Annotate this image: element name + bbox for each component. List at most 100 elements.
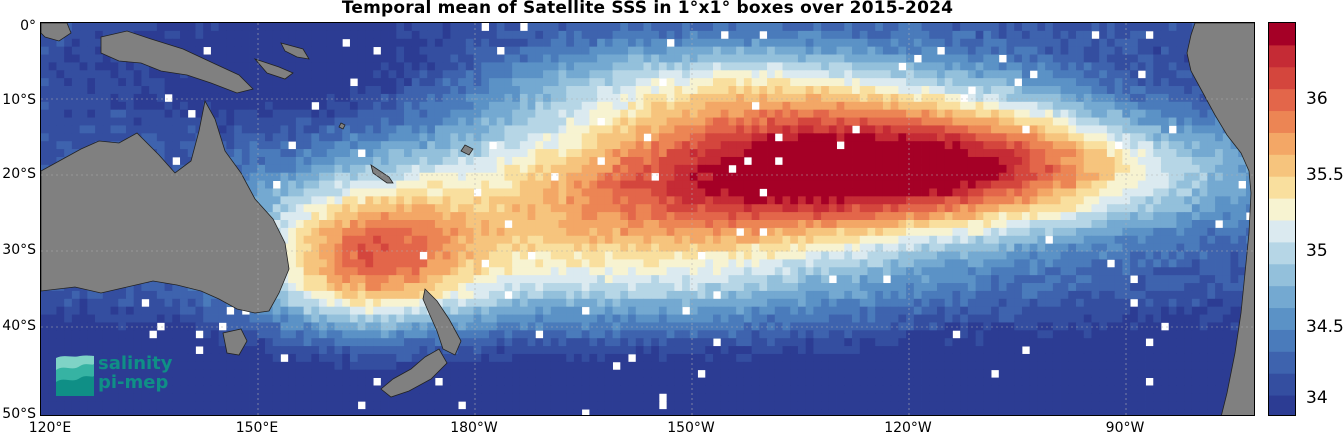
salinity-cell bbox=[705, 46, 714, 55]
salinity-cell bbox=[944, 188, 953, 197]
salinity-cell bbox=[643, 78, 652, 87]
salinity-cell bbox=[805, 93, 814, 103]
salinity-cell bbox=[434, 204, 444, 213]
salinity-cell bbox=[71, 30, 81, 40]
salinity-cell bbox=[952, 38, 961, 48]
salinity-cell bbox=[64, 117, 73, 126]
salinity-cell bbox=[906, 172, 915, 181]
salinity-cell bbox=[288, 259, 297, 268]
salinity-cell bbox=[782, 125, 791, 134]
salinity-cell bbox=[1168, 220, 1177, 229]
salinity-cell bbox=[674, 196, 683, 205]
salinity-cell bbox=[1199, 243, 1208, 252]
salinity-cell bbox=[651, 93, 660, 103]
salinity-cell bbox=[365, 109, 374, 118]
salinity-cell bbox=[64, 141, 73, 150]
salinity-cell bbox=[272, 172, 281, 181]
salinity-cell bbox=[272, 156, 281, 166]
salinity-cell bbox=[936, 243, 946, 252]
salinity-cell bbox=[64, 38, 73, 48]
salinity-cell bbox=[913, 133, 922, 142]
salinity-cell bbox=[573, 156, 583, 166]
salinity-cell bbox=[489, 227, 498, 237]
salinity-cell bbox=[512, 38, 521, 48]
salinity-cell bbox=[1230, 227, 1239, 237]
salinity-cell bbox=[751, 54, 760, 63]
salinity-cell bbox=[759, 93, 768, 103]
salinity-cell bbox=[1207, 172, 1216, 181]
salinity-cell bbox=[1099, 93, 1108, 103]
salinity-cell bbox=[844, 78, 853, 87]
salinity-cell bbox=[867, 220, 876, 229]
salinity-cell bbox=[1176, 235, 1185, 245]
salinity-cell bbox=[1052, 93, 1061, 103]
salinity-cell bbox=[1006, 86, 1015, 95]
salinity-cell bbox=[380, 259, 389, 268]
salinity-cell bbox=[867, 227, 876, 237]
salinity-cell bbox=[651, 133, 660, 142]
salinity-cell bbox=[674, 212, 683, 221]
salinity-cell bbox=[326, 149, 335, 158]
salinity-cell bbox=[929, 30, 938, 40]
salinity-cell bbox=[813, 78, 822, 87]
salinity-cell bbox=[550, 101, 559, 111]
salinity-cell bbox=[411, 133, 420, 142]
salinity-cell bbox=[558, 23, 567, 32]
salinity-cell bbox=[736, 38, 745, 48]
salinity-cell bbox=[550, 188, 559, 197]
salinity-cell bbox=[944, 227, 953, 237]
salinity-cell bbox=[419, 62, 428, 71]
salinity-cell bbox=[728, 125, 737, 134]
salinity-cell bbox=[1083, 78, 1092, 87]
salinity-cell bbox=[481, 243, 490, 252]
salinity-cell bbox=[805, 125, 814, 134]
salinity-cell bbox=[906, 243, 915, 252]
salinity-cell bbox=[218, 117, 227, 126]
salinity-cell bbox=[1045, 188, 1054, 197]
salinity-cell bbox=[705, 149, 714, 158]
salinity-cell bbox=[388, 251, 397, 260]
salinity-cell bbox=[326, 62, 335, 71]
salinity-cell bbox=[944, 259, 953, 268]
salinity-cell bbox=[666, 180, 675, 189]
salinity-cell bbox=[164, 109, 173, 118]
salinity-cell bbox=[1068, 133, 1077, 142]
salinity-cell bbox=[797, 227, 807, 237]
salinity-cell bbox=[859, 180, 868, 189]
salinity-cell bbox=[859, 251, 868, 260]
salinity-cell bbox=[720, 243, 729, 252]
salinity-cell bbox=[612, 220, 621, 229]
salinity-cell bbox=[1130, 196, 1139, 205]
salinity-cell bbox=[1099, 54, 1108, 63]
salinity-cell bbox=[396, 188, 405, 197]
salinity-cell bbox=[604, 125, 613, 134]
salinity-cell bbox=[1153, 172, 1162, 181]
salinity-cell bbox=[635, 188, 644, 197]
salinity-cell bbox=[558, 93, 567, 103]
salinity-cell bbox=[674, 227, 683, 237]
salinity-cell bbox=[890, 188, 899, 197]
salinity-cell bbox=[906, 101, 915, 111]
salinity-cell bbox=[512, 172, 521, 181]
salinity-cell bbox=[1091, 267, 1100, 276]
salinity-cell bbox=[1153, 251, 1162, 260]
salinity-cell bbox=[1199, 188, 1208, 197]
salinity-cell bbox=[1215, 204, 1224, 213]
salinity-cell bbox=[1160, 30, 1170, 40]
salinity-cell bbox=[643, 251, 652, 260]
salinity-cell bbox=[612, 259, 621, 268]
salinity-cell bbox=[890, 70, 899, 79]
salinity-cell bbox=[365, 259, 374, 268]
salinity-cell bbox=[936, 172, 946, 181]
salinity-cell bbox=[1137, 220, 1146, 229]
salinity-cell bbox=[697, 227, 706, 237]
salinity-cell bbox=[813, 212, 822, 221]
salinity-cell bbox=[1106, 109, 1116, 118]
salinity-cell bbox=[349, 259, 359, 268]
salinity-cell bbox=[334, 23, 343, 32]
salinity-cell bbox=[218, 86, 227, 95]
salinity-cell bbox=[512, 204, 521, 213]
salinity-cell bbox=[1191, 267, 1201, 276]
salinity-cell bbox=[95, 62, 104, 71]
salinity-cell bbox=[952, 101, 961, 111]
